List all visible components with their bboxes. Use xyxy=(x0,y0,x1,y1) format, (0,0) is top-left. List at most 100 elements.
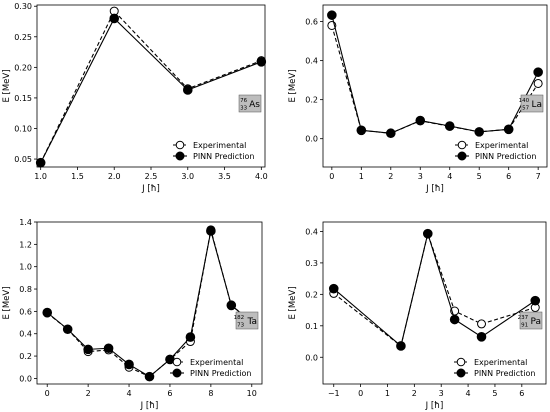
legend-prediction-marker xyxy=(172,368,182,378)
x-axis-label: J [ħ] xyxy=(140,401,159,411)
x-tick-label: 3 xyxy=(439,389,444,398)
y-tick-label: 0.30 xyxy=(14,2,32,11)
y-tick-label: 0.25 xyxy=(14,33,32,42)
chart-panel-ta: 0 2 4 6 8 10 0.0 0.2 0.4 0.6 0.8 1.0 1.2 1.4 J [ħ] E [M… xyxy=(2,218,263,411)
plot-frame xyxy=(322,221,547,385)
isotope-label-box xyxy=(235,311,259,330)
experimental-point xyxy=(533,78,543,88)
y-tick-label: 0.1 xyxy=(305,322,318,331)
x-tick-label: 7 xyxy=(536,172,541,181)
experimental-line xyxy=(46,229,253,378)
y-tick-label: 0.3 xyxy=(305,259,318,268)
x-axis-label: J [ħ] xyxy=(425,184,444,194)
x-tick-label: 0 xyxy=(329,172,334,181)
y-tick-label: 0.20 xyxy=(14,63,32,72)
prediction-point xyxy=(474,127,485,137)
x-tick-label: 2 xyxy=(412,389,417,398)
legend-prediction-label: PINN Prediction xyxy=(193,152,254,161)
prediction-point xyxy=(385,128,396,139)
x-tick-label: 6 xyxy=(167,389,172,398)
prediction-point xyxy=(327,10,337,20)
x-tick-label: 1 xyxy=(359,172,364,181)
x-axis-label: J [ħ] xyxy=(141,184,160,194)
x-tick-label: 1.5 xyxy=(71,172,84,181)
y-tick-label: 0.05 xyxy=(14,155,32,164)
legend-experimental-marker xyxy=(457,140,467,150)
y-tick-label: 0.15 xyxy=(14,94,32,103)
legend: Experimental PINN Prediction xyxy=(455,140,536,161)
y-tick-label: 0.4 xyxy=(19,330,32,339)
x-tick-label: 8 xyxy=(208,389,213,398)
y-tick-label: 0.0 xyxy=(19,374,32,383)
isotope-atomic-number: 91 xyxy=(521,323,528,329)
isotope-label-box xyxy=(520,94,544,113)
isotope-mass-number: 76 xyxy=(240,98,247,104)
legend-experimental-marker xyxy=(456,357,466,367)
legend-prediction-label: PINN Prediction xyxy=(474,369,535,378)
legend-experimental-label: Experimental xyxy=(190,358,243,367)
isotope-atomic-number: 33 xyxy=(240,106,247,112)
legend-experimental-label: Experimental xyxy=(475,141,528,150)
isotope-symbol: La xyxy=(531,100,542,110)
y-axis-label: E [MeV] xyxy=(288,69,298,102)
prediction-point xyxy=(356,125,367,136)
y-tick-label: 0.4 xyxy=(305,227,318,236)
y-tick-label: 1.4 xyxy=(19,218,32,227)
prediction-point xyxy=(256,57,267,67)
x-tick-label: 4.0 xyxy=(255,172,268,181)
legend-prediction-label: PINN Prediction xyxy=(190,369,251,378)
legend-prediction-marker xyxy=(456,368,466,378)
y-tick-label: 0.10 xyxy=(14,124,32,133)
prediction-point xyxy=(185,332,196,342)
y-tick-label: 0.4 xyxy=(305,57,318,66)
prediction-point xyxy=(444,121,455,131)
x-axis-label: J [ħ] xyxy=(425,401,444,411)
prediction-point xyxy=(415,115,426,126)
x-tick-label: 2.0 xyxy=(108,172,121,181)
prediction-point xyxy=(422,228,433,239)
y-axis-label: E [MeV] xyxy=(2,69,12,102)
prediction-point xyxy=(226,300,237,311)
experimental-line xyxy=(331,25,539,134)
x-tick-label: 2 xyxy=(388,172,393,181)
legend-experimental-marker xyxy=(172,357,182,367)
x-tick-label: 6 xyxy=(519,389,524,398)
x-tick-label: 5 xyxy=(477,172,482,181)
legend-experimental-label: Experimental xyxy=(474,358,527,367)
prediction-point xyxy=(83,344,93,355)
prediction-line xyxy=(333,231,536,347)
x-tick-label: 5 xyxy=(492,389,497,398)
x-tick-label: 0 xyxy=(45,389,50,398)
y-tick-label: 0.0 xyxy=(305,135,318,144)
isotope-label-box xyxy=(238,94,262,113)
legend: Experimental PINN Prediction xyxy=(170,357,251,378)
legend-prediction-marker xyxy=(175,151,185,161)
prediction-line xyxy=(40,17,262,163)
isotope-atomic-number: 73 xyxy=(237,323,244,329)
y-tick-label: 0.0 xyxy=(305,353,318,362)
isotope-symbol: Pa xyxy=(530,317,541,327)
chart-panel-as: 1.0 1.5 2.0 2.5 3.0 3.5 4.0 0.05 0.10 0.15 0.20 0.2… xyxy=(2,2,268,194)
prediction-point xyxy=(206,226,216,236)
prediction-point xyxy=(396,341,406,351)
y-tick-label: 1.2 xyxy=(19,240,32,249)
legend-prediction-label: PINN Prediction xyxy=(475,152,536,161)
prediction-point xyxy=(62,324,73,335)
x-tick-label: 4 xyxy=(466,389,471,398)
x-tick-label: 4 xyxy=(447,172,452,181)
prediction-line xyxy=(46,230,253,378)
prediction-point xyxy=(144,371,155,382)
experimental-line xyxy=(333,231,536,347)
y-axis-label: E [MeV] xyxy=(288,286,298,319)
isotope-mass-number: 237 xyxy=(518,315,529,321)
x-tick-label: 2 xyxy=(86,389,91,398)
legend: Experimental PINN Prediction xyxy=(173,140,254,161)
isotope-symbol: As xyxy=(249,100,260,110)
x-tick-label: 1.0 xyxy=(34,172,47,181)
x-tick-label: 6 xyxy=(506,172,511,181)
y-tick-label: 0.2 xyxy=(305,290,318,299)
prediction-point xyxy=(328,283,339,294)
experimental-point xyxy=(477,319,487,329)
